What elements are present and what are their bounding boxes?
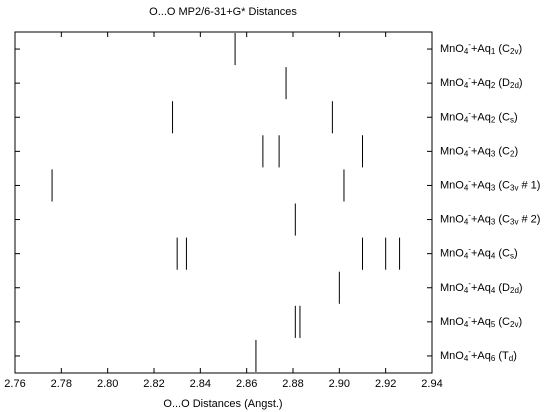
x-tick-label: 2.82 <box>143 378 164 390</box>
x-tick-label: 2.90 <box>329 378 350 390</box>
chart-title: O...O MP2/6-31+G* Distances <box>149 6 297 18</box>
category-label: MnO4-+Aq1 (C2v) <box>440 40 522 56</box>
x-tick-label: 2.76 <box>4 378 25 390</box>
category-label: MnO4-+Aq3 (C3v # 1) <box>440 177 540 193</box>
category-label: MnO4-+Aq2 (Cs) <box>440 108 518 124</box>
x-tick-label: 2.88 <box>282 378 303 390</box>
x-tick-label: 2.84 <box>190 378 211 390</box>
x-axis-label: O...O Distances (Angst.) <box>163 398 282 410</box>
plot-frame <box>14 31 433 374</box>
category-label: MnO4-+Aq2 (D2d) <box>440 74 523 90</box>
category-label: MnO4-+Aq4 (D2d) <box>440 279 523 295</box>
category-label: MnO4-+Aq3 (C3v # 2) <box>440 211 540 227</box>
x-tick-label: 2.92 <box>375 378 396 390</box>
category-label: MnO4-+Aq6 (Td) <box>440 347 517 363</box>
category-label: MnO4-+Aq5 (C2v) <box>440 313 522 329</box>
x-tick-label: 2.78 <box>51 378 72 390</box>
x-tick-label: 2.86 <box>236 378 257 390</box>
x-tick-label: 2.94 <box>421 378 442 390</box>
category-label: MnO4-+Aq3 (C2) <box>440 142 518 158</box>
x-tick-label: 2.80 <box>97 378 118 390</box>
category-label: MnO4-+Aq4 (Cs) <box>440 245 518 261</box>
